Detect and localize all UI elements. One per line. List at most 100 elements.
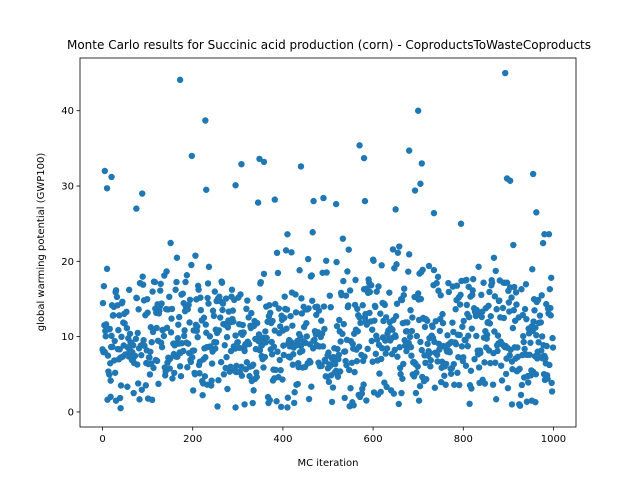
data-point: [456, 331, 463, 339]
data-point: [197, 306, 205, 314]
data-point: [356, 314, 363, 321]
data-point: [219, 306, 226, 314]
data-point: [473, 332, 480, 340]
data-point: [134, 380, 142, 387]
x-tick-label: 0: [99, 434, 105, 445]
data-point: [530, 318, 537, 325]
data-point: [203, 186, 210, 193]
data-point: [466, 400, 473, 407]
data-point: [445, 288, 453, 296]
data-point: [284, 394, 292, 401]
data-point: [311, 336, 318, 343]
data-point: [427, 363, 434, 370]
data-point: [166, 293, 173, 300]
data-point: [130, 342, 137, 349]
data-point: [468, 385, 475, 392]
data-point: [361, 353, 368, 360]
data-point: [212, 339, 220, 346]
data-point: [109, 343, 116, 351]
data-point: [430, 209, 438, 217]
data-point: [404, 319, 411, 326]
data-point: [442, 381, 449, 388]
data-point: [445, 279, 452, 287]
data-point: [222, 364, 229, 372]
x-tick-label: 200: [183, 434, 202, 445]
data-point: [426, 349, 434, 357]
data-point: [194, 333, 201, 341]
data-point: [344, 268, 351, 275]
data-point: [366, 309, 373, 317]
data-point: [460, 354, 467, 361]
data-point: [268, 351, 276, 358]
data-point: [393, 261, 400, 268]
data-point: [545, 231, 553, 238]
data-point: [391, 346, 398, 354]
data-point: [318, 362, 325, 369]
data-point: [349, 340, 356, 348]
data-point: [536, 312, 544, 319]
data-point: [357, 319, 364, 327]
data-point: [456, 301, 464, 308]
data-point: [334, 373, 342, 380]
data-point: [492, 267, 499, 275]
data-point: [518, 381, 526, 389]
data-point: [290, 399, 298, 407]
data-point: [166, 355, 174, 362]
data-point: [260, 158, 268, 166]
plot-frame: [79, 57, 577, 428]
data-point: [211, 288, 219, 295]
data-point: [335, 351, 343, 359]
data-point: [315, 307, 323, 314]
data-point: [208, 360, 216, 367]
data-point: [427, 357, 435, 364]
data-point: [155, 380, 162, 388]
data-point: [135, 306, 142, 313]
data-point: [354, 328, 361, 335]
data-point: [414, 363, 421, 370]
data-point: [325, 378, 333, 386]
data-point: [308, 383, 315, 390]
data-point: [298, 310, 306, 317]
data-point: [275, 305, 283, 312]
data-point: [413, 369, 420, 376]
x-tick-label: 600: [364, 434, 383, 445]
chart-title: Monte Carlo results for Succinic acid pr…: [67, 38, 591, 52]
data-point: [538, 347, 545, 354]
data-point: [274, 269, 282, 277]
data-point: [266, 302, 273, 309]
data-point: [346, 287, 354, 294]
data-point: [503, 279, 511, 286]
data-point: [400, 360, 407, 368]
data-point: [133, 205, 140, 212]
data-point: [279, 376, 286, 383]
data-point: [538, 333, 546, 340]
data-point: [408, 327, 416, 335]
data-point: [405, 147, 413, 154]
data-point: [219, 300, 227, 307]
data-point: [176, 313, 183, 321]
data-point: [112, 287, 120, 294]
data-point: [326, 292, 333, 299]
data-point: [144, 309, 151, 316]
y-tick-label: 40: [61, 106, 74, 117]
data-point: [185, 340, 192, 347]
data-point: [485, 302, 492, 309]
data-point: [310, 197, 317, 205]
data-point: [523, 315, 530, 323]
data-point: [520, 332, 527, 340]
data-point: [158, 343, 166, 351]
data-point: [378, 262, 385, 269]
data-point: [246, 372, 253, 380]
data-point: [294, 380, 301, 388]
data-point: [390, 390, 398, 397]
data-point: [119, 298, 126, 305]
data-point: [208, 382, 215, 389]
data-point: [139, 190, 146, 197]
y-tick-label: 0: [68, 407, 74, 418]
data-point: [449, 319, 456, 326]
data-point: [223, 333, 231, 341]
data-point: [260, 364, 267, 371]
data-point: [494, 332, 502, 339]
data-point: [280, 351, 288, 359]
data-point: [508, 294, 515, 301]
